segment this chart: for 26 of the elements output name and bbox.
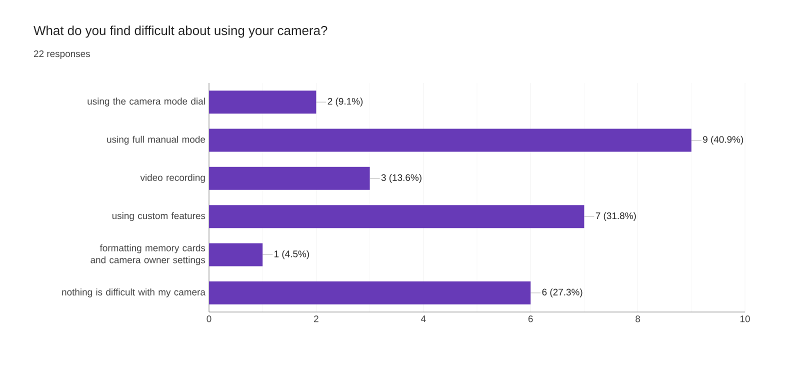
y-tick-label: formatting memory cards and camera owner settings xyxy=(90,244,206,266)
data-label: 1 (4.5%) xyxy=(274,250,309,260)
x-tick-label: 6 xyxy=(528,316,533,322)
data-label: 7 (31.8%) xyxy=(596,212,636,221)
y-tick-label: using custom features xyxy=(112,212,206,222)
x-tick-label: 2 xyxy=(314,316,318,322)
data-label: 6 (27.3%) xyxy=(542,288,582,298)
data-label: 9 (40.9%) xyxy=(703,136,744,145)
data-label: 2 (9.1%) xyxy=(328,98,363,106)
y-tick-label: nothing is difficult with my camera xyxy=(62,288,206,298)
x-tick-label: 10 xyxy=(740,316,750,322)
x-tick-label: 4 xyxy=(420,316,426,322)
bar xyxy=(209,243,263,266)
y-tick-label: video recording xyxy=(140,174,205,183)
bar xyxy=(209,281,531,304)
y-tick-label: using the camera mode dial xyxy=(88,98,205,107)
text: 22 responses xyxy=(34,50,90,59)
bar xyxy=(209,166,370,190)
bar xyxy=(209,90,316,114)
y-tick-label: using full manual mode xyxy=(107,136,206,145)
chart-title: What do you find difficult about using your camera? xyxy=(34,26,328,38)
bar xyxy=(209,128,692,152)
x-tick-label: 0 xyxy=(206,316,212,322)
x-tick-label: 8 xyxy=(636,316,640,322)
bar xyxy=(209,205,584,228)
data-label: 3 (13.6%) xyxy=(381,174,422,183)
